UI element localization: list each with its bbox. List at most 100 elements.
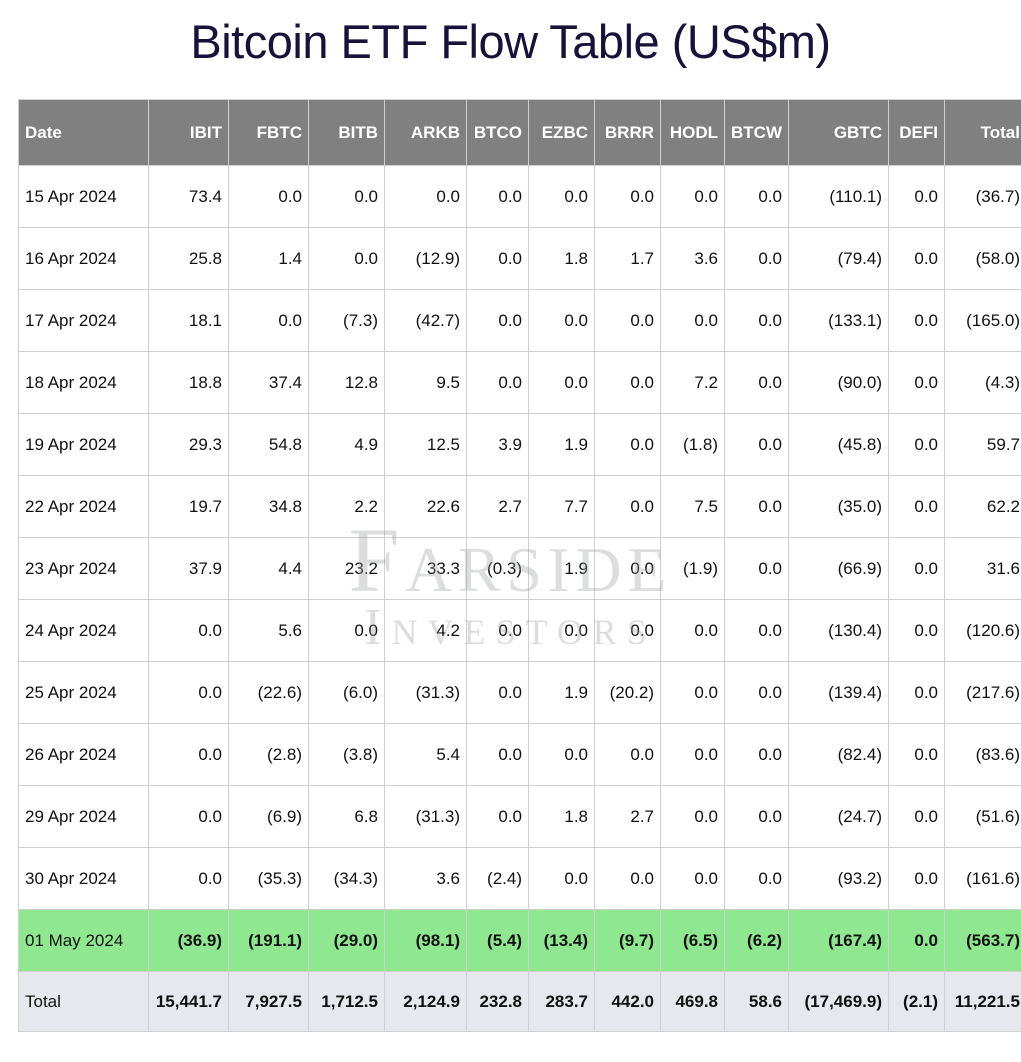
- value-cell: 1.9: [529, 538, 595, 600]
- value-cell: 3.6: [385, 848, 467, 910]
- value-cell: (58.0): [945, 228, 1021, 290]
- value-cell: 31.6: [945, 538, 1021, 600]
- value-cell: 0.0: [149, 662, 229, 724]
- value-cell: 0.0: [661, 662, 725, 724]
- value-cell: 0.0: [309, 228, 385, 290]
- value-cell: 0.0: [725, 662, 789, 724]
- value-cell: 18.1: [149, 290, 229, 352]
- table-row: 18 Apr 202418.837.412.89.50.00.00.07.20.…: [19, 352, 1021, 414]
- value-cell: 29.3: [149, 414, 229, 476]
- value-cell: 0.0: [467, 290, 529, 352]
- value-cell: 0.0: [309, 166, 385, 228]
- value-cell: 6.8: [309, 786, 385, 848]
- date-cell: 25 Apr 2024: [19, 662, 149, 724]
- value-cell: 0.0: [595, 724, 661, 786]
- column-header-total: Total: [945, 100, 1021, 166]
- value-cell: (2.8): [229, 724, 309, 786]
- value-cell: 4.9: [309, 414, 385, 476]
- table-row: 30 Apr 20240.0(35.3)(34.3)3.6(2.4)0.00.0…: [19, 848, 1021, 910]
- date-cell: 24 Apr 2024: [19, 600, 149, 662]
- value-cell: 0.0: [595, 538, 661, 600]
- value-cell: (42.7): [385, 290, 467, 352]
- value-cell: 0.0: [889, 910, 945, 972]
- value-cell: 0.0: [149, 724, 229, 786]
- table-wrap: DateIBITFBTCBITBARKBBTCOEZBCBRRRHODLBTCW…: [18, 99, 1003, 1032]
- table-row: 15 Apr 202473.40.00.00.00.00.00.00.00.0(…: [19, 166, 1021, 228]
- value-cell: (1.9): [661, 538, 725, 600]
- value-cell: 0.0: [661, 724, 725, 786]
- value-cell: 9.5: [385, 352, 467, 414]
- value-cell: (13.4): [529, 910, 595, 972]
- value-cell: 0.0: [725, 786, 789, 848]
- value-cell: 0.0: [725, 414, 789, 476]
- value-cell: (36.9): [149, 910, 229, 972]
- value-cell: (0.3): [467, 538, 529, 600]
- value-cell: 2,124.9: [385, 972, 467, 1032]
- value-cell: 0.0: [595, 166, 661, 228]
- value-cell: (9.7): [595, 910, 661, 972]
- value-cell: 0.0: [725, 538, 789, 600]
- value-cell: 19.7: [149, 476, 229, 538]
- value-cell: 34.8: [229, 476, 309, 538]
- value-cell: 0.0: [595, 414, 661, 476]
- value-cell: 37.4: [229, 352, 309, 414]
- value-cell: 0.0: [467, 786, 529, 848]
- value-cell: 0.0: [595, 600, 661, 662]
- value-cell: 5.4: [385, 724, 467, 786]
- value-cell: 0.0: [529, 166, 595, 228]
- value-cell: (217.6): [945, 662, 1021, 724]
- value-cell: 1.9: [529, 414, 595, 476]
- table-row: 25 Apr 20240.0(22.6)(6.0)(31.3)0.01.9(20…: [19, 662, 1021, 724]
- value-cell: (22.6): [229, 662, 309, 724]
- value-cell: 0.0: [529, 600, 595, 662]
- value-cell: (45.8): [789, 414, 889, 476]
- value-cell: (7.3): [309, 290, 385, 352]
- column-header-gbtc: GBTC: [789, 100, 889, 166]
- value-cell: (51.6): [945, 786, 1021, 848]
- value-cell: 469.8: [661, 972, 725, 1032]
- table-row: 26 Apr 20240.0(2.8)(3.8)5.40.00.00.00.00…: [19, 724, 1021, 786]
- table-row: 19 Apr 202429.354.84.912.53.91.90.0(1.8)…: [19, 414, 1021, 476]
- column-header-ibit: IBIT: [149, 100, 229, 166]
- value-cell: 7.5: [661, 476, 725, 538]
- value-cell: (5.4): [467, 910, 529, 972]
- value-cell: (29.0): [309, 910, 385, 972]
- value-cell: (24.7): [789, 786, 889, 848]
- value-cell: 0.0: [725, 352, 789, 414]
- column-header-fbtc: FBTC: [229, 100, 309, 166]
- column-header-btcw: BTCW: [725, 100, 789, 166]
- etf-flow-table: DateIBITFBTCBITBARKBBTCOEZBCBRRRHODLBTCW…: [18, 99, 1021, 1032]
- column-header-bitb: BITB: [309, 100, 385, 166]
- column-header-btco: BTCO: [467, 100, 529, 166]
- value-cell: 0.0: [467, 166, 529, 228]
- value-cell: 15,441.7: [149, 972, 229, 1032]
- value-cell: 1.7: [595, 228, 661, 290]
- value-cell: 0.0: [149, 786, 229, 848]
- value-cell: 0.0: [889, 414, 945, 476]
- date-cell: 17 Apr 2024: [19, 290, 149, 352]
- value-cell: (79.4): [789, 228, 889, 290]
- value-cell: (139.4): [789, 662, 889, 724]
- value-cell: (167.4): [789, 910, 889, 972]
- value-cell: (2.1): [889, 972, 945, 1032]
- value-cell: 0.0: [385, 166, 467, 228]
- column-header-arkb: ARKB: [385, 100, 467, 166]
- value-cell: 0.0: [529, 724, 595, 786]
- date-cell: 15 Apr 2024: [19, 166, 149, 228]
- value-cell: 0.0: [149, 600, 229, 662]
- value-cell: 58.6: [725, 972, 789, 1032]
- value-cell: 11,221.5: [945, 972, 1021, 1032]
- value-cell: (35.0): [789, 476, 889, 538]
- value-cell: 0.0: [529, 848, 595, 910]
- table-body: 15 Apr 202473.40.00.00.00.00.00.00.00.0(…: [19, 166, 1021, 1032]
- value-cell: 0.0: [529, 290, 595, 352]
- value-cell: (133.1): [789, 290, 889, 352]
- value-cell: 0.0: [467, 228, 529, 290]
- value-cell: (3.8): [309, 724, 385, 786]
- value-cell: 4.2: [385, 600, 467, 662]
- value-cell: (83.6): [945, 724, 1021, 786]
- value-cell: 0.0: [467, 662, 529, 724]
- value-cell: (191.1): [229, 910, 309, 972]
- value-cell: (2.4): [467, 848, 529, 910]
- value-cell: (110.1): [789, 166, 889, 228]
